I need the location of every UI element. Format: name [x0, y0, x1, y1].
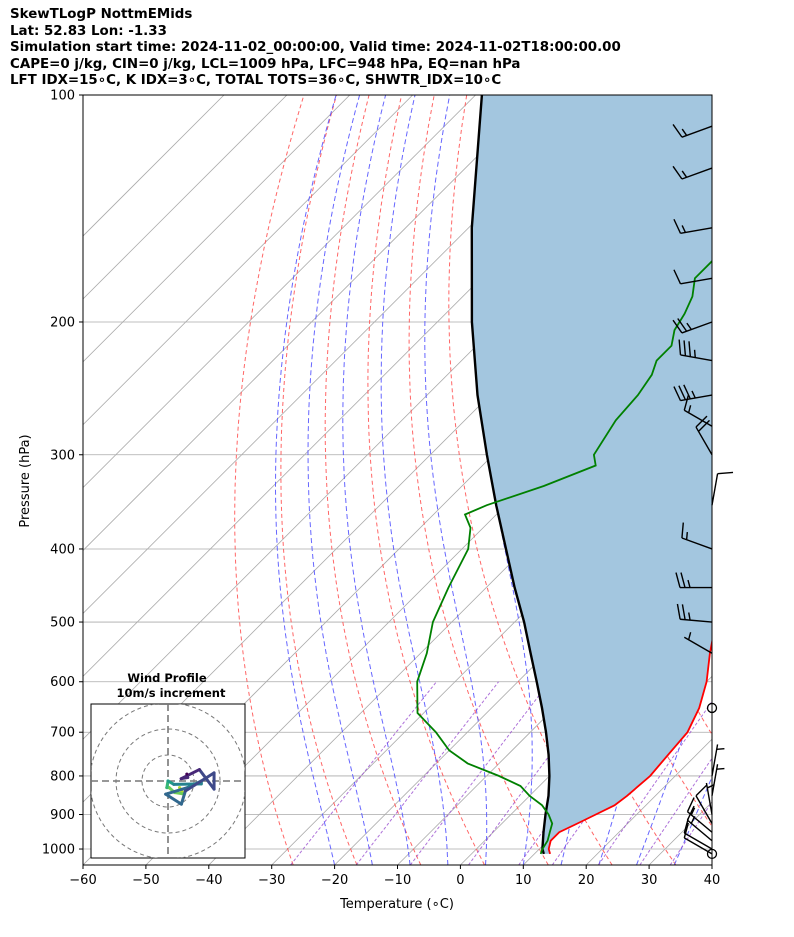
x-tick-label: 0: [456, 873, 464, 888]
wind-barb: [695, 415, 713, 456]
moist-adiabat: [424, 95, 488, 865]
isotherm-line: [83, 95, 288, 300]
isotherm-line: [83, 95, 225, 237]
wind-barb: [672, 318, 713, 334]
dewpoint-line: [416, 259, 712, 855]
dry-adiabat: [727, 95, 794, 865]
inset-subtitle: 10m/s increment: [117, 686, 226, 700]
mixing-ratio-line: [639, 757, 712, 865]
isotherm-line: [397, 549, 712, 865]
y-tick-label: 400: [50, 542, 75, 557]
cin-shade-area: [471, 95, 712, 854]
calm-wind-marker: [706, 848, 718, 860]
isotherm-line: [334, 487, 712, 865]
y-tick-label: 500: [50, 616, 75, 631]
x-tick-label: −10: [384, 873, 411, 888]
x-tick-label: 40: [704, 873, 721, 888]
wind-barb: [683, 822, 713, 855]
moist-adiabat: [307, 95, 373, 865]
y-tick-label: 600: [50, 675, 75, 690]
mixing-ratio-line: [409, 681, 550, 865]
dry-adiabat: [408, 95, 549, 865]
location-line: Lat: 52.83 Lon: -1.33: [10, 23, 167, 39]
y-tick-label: 1000: [42, 843, 75, 858]
dry-adiabat: [448, 95, 613, 865]
mixing-ratio-line: [597, 700, 712, 865]
wind-profile-inset: Wind Profile 10m/s increment: [90, 671, 246, 859]
x-tick-label: 30: [641, 873, 658, 888]
y-tick-label: 800: [50, 769, 75, 784]
wind-barb: [683, 395, 713, 427]
cape-line: CAPE=0 j/kg, CIN=0 j/kg, LCL=1009 hPa, L…: [10, 56, 521, 72]
wind-barb: [681, 522, 713, 550]
y-tick-label: 200: [50, 315, 75, 330]
x-tick-label: −30: [258, 873, 285, 888]
wind-barb: [672, 165, 713, 180]
hodograph-segment: [197, 768, 216, 791]
dry-adiabat: [760, 95, 794, 865]
wind-barb: [673, 384, 713, 402]
plot-lines: [83, 95, 794, 865]
dry-adiabat: [280, 95, 358, 865]
wind-barb: [673, 269, 713, 285]
x-tick-label: −60: [69, 873, 96, 888]
mixing-ratio-line: [468, 681, 605, 865]
hodograph-segment: [183, 771, 216, 793]
wind-barb: [711, 764, 725, 796]
wind-barbs: [672, 124, 734, 860]
station-title: SkewTLogP NottmEMids: [10, 7, 193, 22]
moist-adiabat: [380, 95, 449, 865]
y-axis-label: Pressure (hPa): [18, 434, 33, 527]
moist-adiabat: [673, 775, 712, 865]
y-tick-label: 100: [50, 89, 75, 104]
isotherm-line: [711, 864, 712, 865]
y-tick-label: 700: [50, 726, 75, 741]
profile-lines: [416, 95, 712, 855]
mixing-ratio-line: [290, 681, 437, 865]
dry-adiabat: [367, 95, 485, 865]
isotherm-line: [83, 95, 539, 552]
x-tick-label: 10: [515, 873, 532, 888]
hodograph-segment: [164, 786, 189, 796]
moist-adiabat: [750, 95, 794, 865]
chart-header: SkewTLogP NottmEMids Lat: 52.83 Lon: -1.…: [10, 7, 621, 90]
wind-barb: [676, 603, 713, 623]
x-axis-label: Temperature (∘C): [339, 897, 454, 912]
y-tick-label: 900: [50, 808, 75, 823]
x-tick-label: 20: [578, 873, 595, 888]
mixing-ratio-line: [355, 681, 499, 865]
isotherm-line: [83, 95, 476, 489]
wind-barb: [695, 784, 713, 824]
wind-barb: [673, 218, 713, 235]
wind-barb: [711, 471, 734, 506]
wind-barb: [711, 744, 725, 777]
time-line: Simulation start time: 2024-11-02_00:00:…: [10, 40, 621, 56]
isotherm-line: [83, 95, 413, 426]
hodograph-segment: [179, 789, 187, 806]
wind-barb: [678, 339, 713, 362]
dry-adiabat: [234, 95, 305, 865]
moist-adiabat: [275, 95, 337, 865]
isotherm-line: [83, 95, 351, 363]
temperature-line: [547, 637, 712, 855]
calm-wind-marker: [706, 702, 718, 714]
x-axis-ticks: −60 −50 −40 −30 −20 −10 0 10 20 30 40: [69, 865, 720, 888]
x-tick-label: −50: [132, 873, 159, 888]
x-tick-label: −20: [321, 873, 348, 888]
wind-barb: [686, 797, 713, 833]
x-tick-label: −40: [195, 873, 222, 888]
wind-barb: [672, 124, 713, 138]
index-line: LFT IDX=15∘C, K IDX=3∘C, TOTAL TOTS=36∘C…: [10, 73, 502, 89]
wind-barb: [675, 572, 712, 589]
moist-adiabat: [342, 95, 411, 865]
inset-title: Wind Profile: [127, 671, 207, 685]
wind-barb: [683, 632, 713, 654]
parcel-shading: [471, 95, 712, 854]
y-axis-ticks: 100 200 300 400 500 600 700 800 900 1000: [42, 89, 83, 858]
hodograph-segment: [164, 792, 183, 806]
moist-adiabat: [711, 863, 712, 865]
y-tick-label: 300: [50, 448, 75, 463]
